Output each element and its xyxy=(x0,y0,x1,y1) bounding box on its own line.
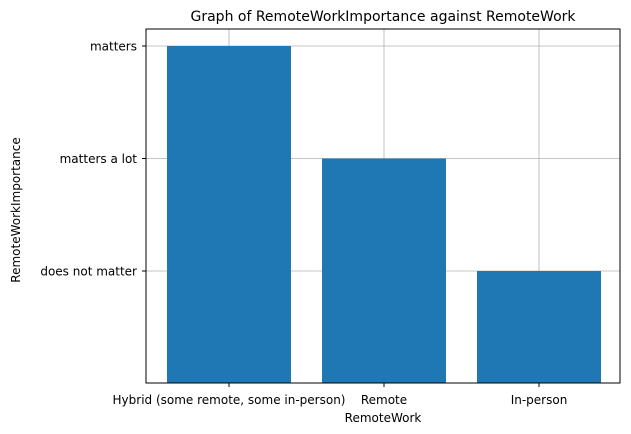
x-tick-label: Remote xyxy=(361,393,407,407)
y-tick-label: matters xyxy=(90,40,137,54)
x-axis-ticks: Hybrid (some remote, some in-person) Remo… xyxy=(113,383,568,407)
y-tick-label: matters a lot xyxy=(60,152,138,166)
bar xyxy=(322,158,446,383)
y-axis-ticks: does not matter matters a lot matters xyxy=(40,40,146,279)
x-tick-label: Hybrid (some remote, some in-person) xyxy=(113,393,346,407)
x-axis-label: RemoteWork xyxy=(345,411,422,425)
bar xyxy=(167,46,291,383)
y-axis-label: RemoteWorkImportance xyxy=(9,137,23,282)
plot-frame xyxy=(145,28,621,384)
y-tick-label: does not matter xyxy=(40,265,137,279)
bars xyxy=(167,46,601,383)
chart-title: Graph of RemoteWorkImportance against Re… xyxy=(191,9,577,25)
bar xyxy=(477,271,601,383)
x-tick-label: In-person xyxy=(511,393,568,407)
